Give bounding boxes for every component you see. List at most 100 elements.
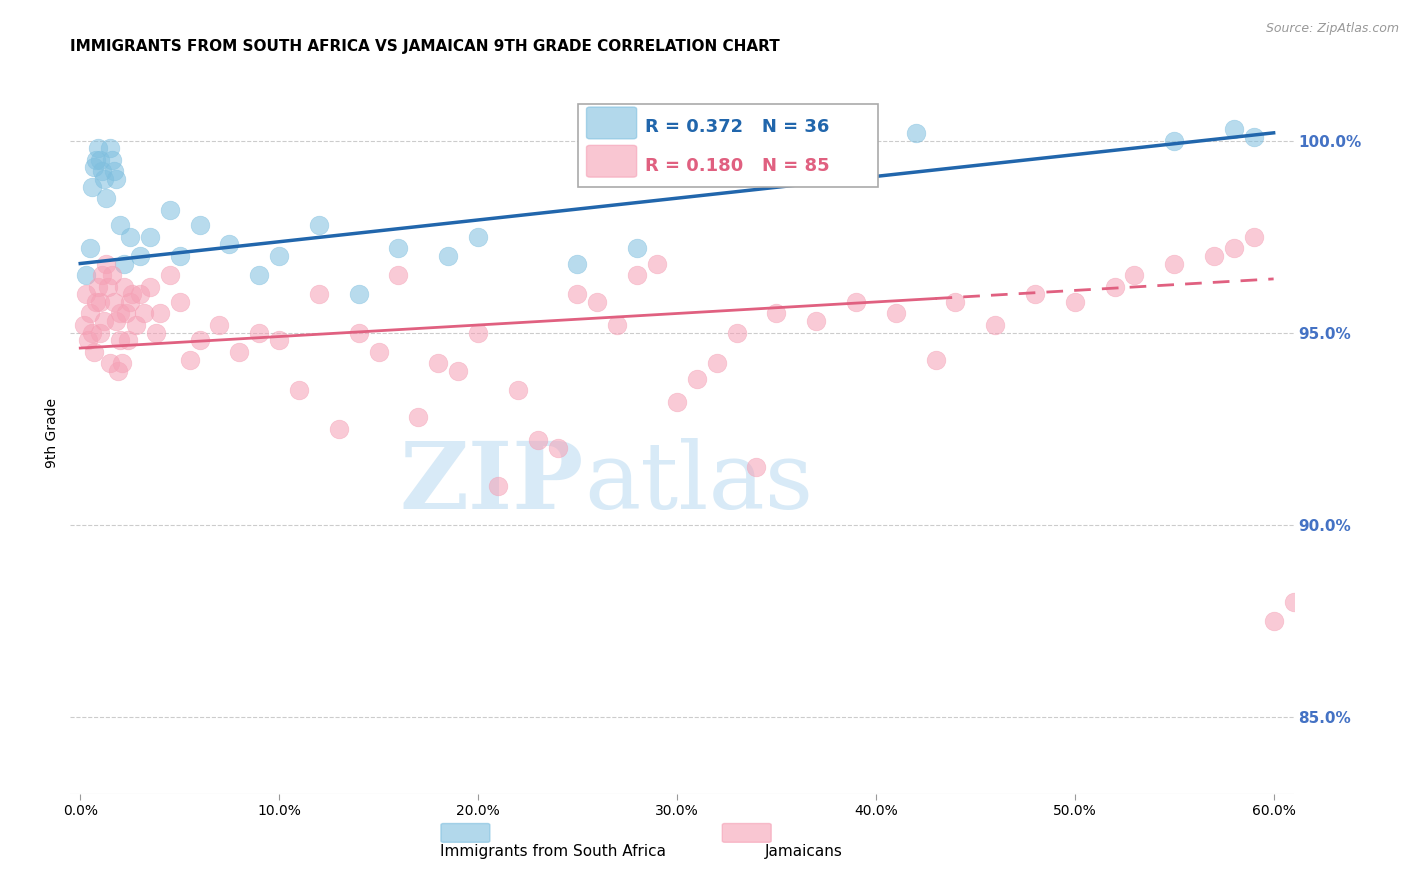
Point — [1024, 287, 1046, 301]
Point — [567, 256, 589, 270]
Point — [1263, 614, 1285, 628]
Point — [924, 352, 946, 367]
Point — [83, 345, 105, 359]
Point — [308, 218, 330, 232]
Point — [82, 179, 104, 194]
Point — [111, 356, 134, 370]
Point — [665, 395, 688, 409]
Point — [269, 249, 291, 263]
Point — [105, 172, 128, 186]
Point — [107, 364, 129, 378]
Point — [129, 249, 152, 263]
Point — [247, 326, 270, 340]
Text: ZIP: ZIP — [399, 438, 583, 528]
Point — [83, 161, 105, 175]
Point — [1163, 256, 1185, 270]
Point — [89, 295, 111, 310]
FancyBboxPatch shape — [723, 823, 772, 842]
Point — [145, 326, 167, 340]
Point — [884, 306, 907, 320]
Point — [188, 334, 211, 348]
FancyBboxPatch shape — [441, 823, 489, 842]
Point — [98, 141, 121, 155]
Point — [169, 249, 191, 263]
Point — [1322, 556, 1344, 570]
Point — [427, 356, 450, 370]
Point — [77, 334, 100, 348]
Point — [486, 479, 509, 493]
Point — [645, 256, 668, 270]
Point — [984, 318, 1007, 332]
Text: R = 0.372   N = 36: R = 0.372 N = 36 — [645, 119, 830, 136]
Point — [91, 164, 114, 178]
Point — [387, 241, 409, 255]
Point — [1202, 249, 1225, 263]
Text: Source: ZipAtlas.com: Source: ZipAtlas.com — [1265, 22, 1399, 36]
Point — [98, 356, 121, 370]
Point — [93, 314, 115, 328]
Point — [94, 191, 117, 205]
Point — [103, 295, 125, 310]
Point — [467, 326, 489, 340]
Point — [1223, 122, 1246, 136]
Point — [103, 164, 125, 178]
Point — [208, 318, 231, 332]
Point — [169, 295, 191, 310]
Point — [586, 295, 609, 310]
Point — [139, 229, 162, 244]
Point — [288, 384, 311, 398]
Point — [269, 334, 291, 348]
Point — [1302, 575, 1324, 590]
Point — [1063, 295, 1085, 310]
Point — [467, 229, 489, 244]
Point — [149, 306, 172, 320]
FancyBboxPatch shape — [586, 107, 637, 139]
Point — [75, 268, 97, 282]
Point — [118, 229, 141, 244]
FancyBboxPatch shape — [586, 145, 637, 178]
Point — [228, 345, 250, 359]
Point — [84, 295, 107, 310]
Point — [108, 306, 131, 320]
Point — [75, 287, 97, 301]
Point — [706, 356, 728, 370]
Point — [105, 314, 128, 328]
Point — [606, 318, 628, 332]
Point — [437, 249, 460, 263]
Point — [1223, 241, 1246, 255]
Point — [87, 279, 110, 293]
Point — [408, 410, 430, 425]
Point — [328, 422, 350, 436]
Point — [84, 153, 107, 167]
Text: IMMIGRANTS FROM SOUTH AFRICA VS JAMAICAN 9TH GRADE CORRELATION CHART: IMMIGRANTS FROM SOUTH AFRICA VS JAMAICAN… — [70, 38, 780, 54]
Point — [108, 334, 131, 348]
Point — [115, 306, 138, 320]
Point — [626, 241, 648, 255]
Point — [1104, 279, 1126, 293]
Point — [387, 268, 409, 282]
Point — [108, 218, 131, 232]
Point — [904, 126, 927, 140]
Point — [1243, 129, 1265, 144]
Point — [112, 279, 135, 293]
Point — [112, 256, 135, 270]
Point — [101, 153, 124, 167]
Y-axis label: 9th Grade: 9th Grade — [45, 398, 59, 467]
Point — [139, 279, 162, 293]
Point — [218, 237, 240, 252]
Point — [159, 202, 181, 217]
Point — [132, 306, 155, 320]
Point — [94, 256, 117, 270]
Point — [945, 295, 967, 310]
Point — [87, 141, 110, 155]
Point — [1123, 268, 1146, 282]
Point — [725, 326, 748, 340]
Point — [1282, 595, 1305, 609]
Point — [1341, 537, 1364, 551]
Point — [89, 153, 111, 167]
Point — [91, 268, 114, 282]
FancyBboxPatch shape — [578, 103, 877, 187]
Text: Immigrants from South Africa: Immigrants from South Africa — [440, 845, 666, 860]
Point — [367, 345, 389, 359]
Point — [93, 172, 115, 186]
